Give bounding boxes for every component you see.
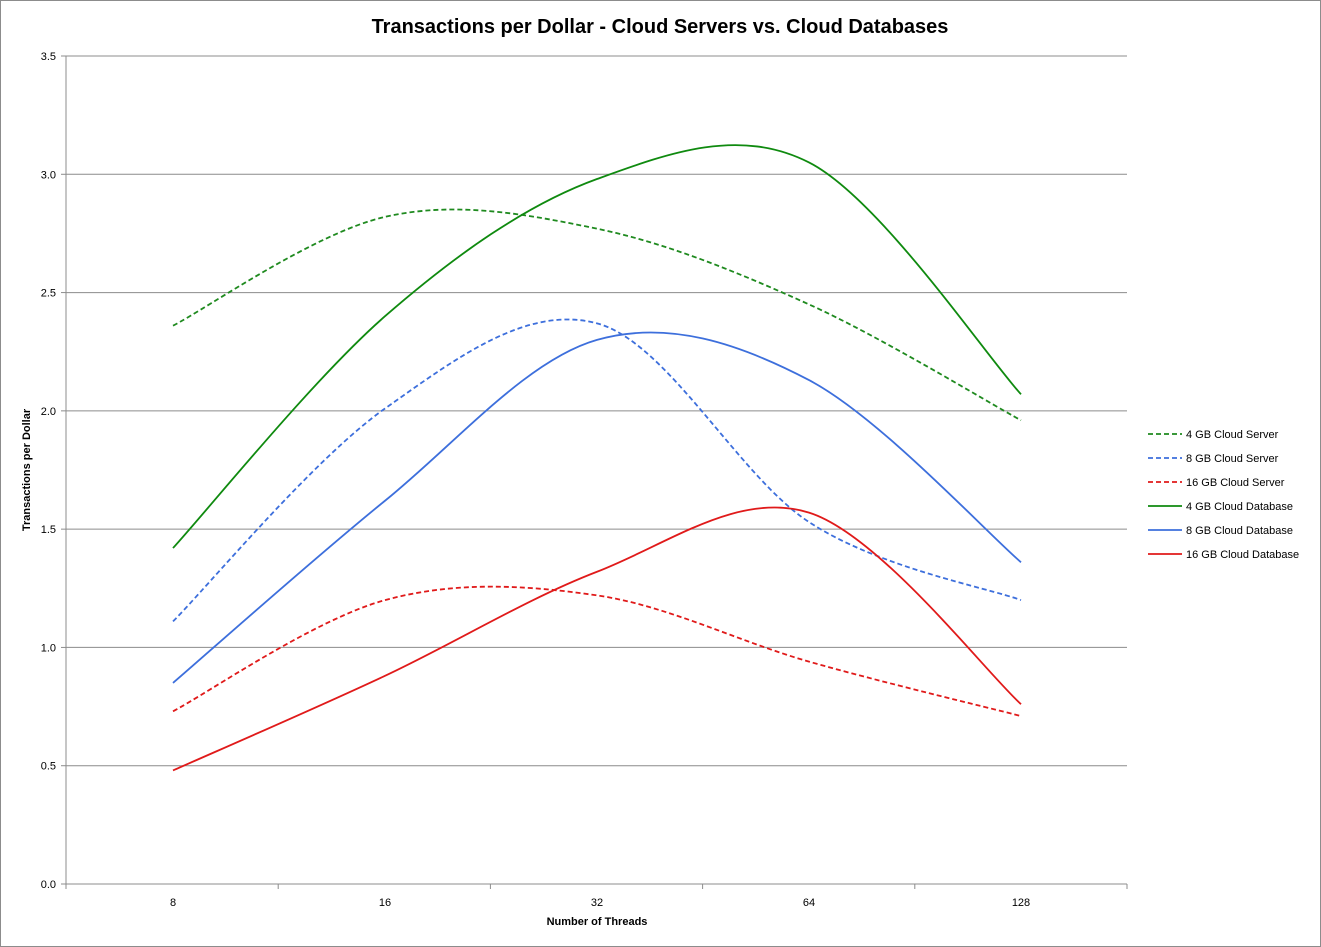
y-tick-label: 3.0 (41, 169, 56, 181)
series-line (172, 585, 1022, 717)
series-line (172, 506, 1022, 772)
y-axis-title: Transactions per Dollar (21, 408, 33, 531)
series-line (172, 318, 1022, 623)
legend-label: 8 GB Cloud Server (1186, 453, 1279, 465)
x-tick-label: 16 (379, 897, 391, 909)
y-tick-label: 2.5 (41, 288, 56, 300)
x-tick-label: 64 (803, 897, 815, 909)
x-tick-label: 128 (1012, 897, 1030, 909)
legend-label: 8 GB Cloud Database (1186, 525, 1293, 537)
y-tick-labels: 0.0 0.5 1.0 1.5 2.0 2.5 3.0 3.5 (41, 51, 56, 891)
x-tick-labels: 8 16 32 64 128 (170, 897, 1030, 909)
series-line (172, 208, 1022, 422)
y-tick-label: 3.5 (41, 51, 56, 63)
x-tick-label: 8 (170, 897, 176, 909)
legend-label: 4 GB Cloud Server (1186, 429, 1279, 441)
legend: 4 GB Cloud Server 8 GB Cloud Server 16 GB … (1148, 429, 1299, 561)
y-tick-label: 1.5 (41, 524, 56, 536)
axes (65, 56, 1128, 889)
series-lines (172, 144, 1022, 772)
y-tick-label: 0.0 (41, 879, 56, 891)
legend-label: 16 GB Cloud Server (1186, 477, 1285, 489)
y-tick-label: 2.0 (41, 406, 56, 418)
legend-label: 4 GB Cloud Database (1186, 501, 1293, 513)
x-tick-label: 32 (591, 897, 603, 909)
legend-label: 16 GB Cloud Database (1186, 549, 1299, 561)
gridlines (61, 55, 1127, 885)
chart-title: Transactions per Dollar - Cloud Servers … (372, 16, 949, 38)
y-tick-label: 0.5 (41, 761, 56, 773)
series-line (172, 144, 1022, 549)
series-line (172, 331, 1022, 684)
y-tick-label: 1.0 (41, 642, 56, 654)
x-axis-title: Number of Threads (547, 916, 648, 928)
